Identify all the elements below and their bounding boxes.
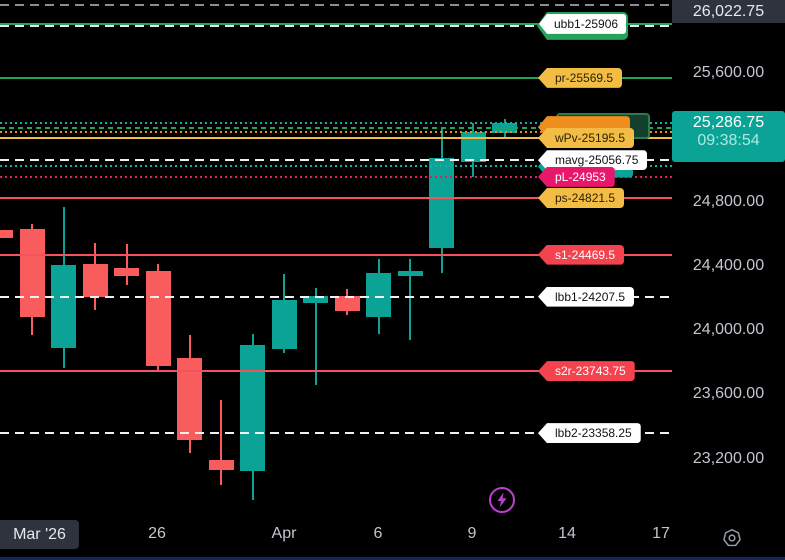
candle-body: [145, 270, 171, 366]
price-axis-tick: 25,600.00: [692, 64, 765, 81]
candle-wick: [409, 259, 411, 340]
level-label[interactable]: pr-25569.5: [538, 67, 623, 88]
price-axis-tick: 24,800.00: [692, 192, 765, 210]
level-label[interactable]: s2r-23743.75: [538, 361, 635, 382]
candle-body: [82, 263, 108, 298]
candle-body: [397, 271, 423, 276]
candle-body: [334, 295, 360, 312]
time-axis[interactable]: Mar '26 26 Apr 6 9 14 17: [0, 515, 785, 560]
candle-body: [208, 459, 234, 470]
candle-body: [114, 267, 139, 276]
level-label[interactable]: lbb2-23358.25: [538, 423, 641, 444]
candle-body: [271, 299, 297, 349]
current-price-value: 25,286.75: [692, 114, 765, 132]
time-axis-tick: 9: [467, 525, 477, 542]
time-axis-tick: Apr: [271, 525, 297, 542]
candle-wick: [314, 288, 317, 386]
price-axis[interactable]: 26,022.75 25,600.00 24,800.00 24,400.00 24,0…: [672, 0, 785, 515]
candle-wick: [125, 244, 128, 286]
candle-body: [303, 295, 328, 304]
level-label[interactable]: wPv-25195.5: [538, 127, 635, 148]
price-axis-tick: 24,400.00: [692, 256, 765, 274]
candle-body: [19, 228, 45, 317]
candle-body: [492, 123, 517, 134]
time-axis-highlight-label: Mar '26: [0, 520, 79, 549]
candle-body: [177, 358, 202, 441]
candle-body: [429, 158, 454, 249]
level-label[interactable]: pL-24953: [538, 166, 615, 187]
candle-wick: [220, 400, 222, 485]
candle-body: [366, 273, 391, 318]
level-label[interactable]: ps-24821.5: [538, 188, 625, 209]
price-axis-tick: 23,200.00: [692, 449, 765, 467]
level-label-text: ubb1-25906: [539, 13, 627, 34]
bar-countdown: 09:38:54: [697, 132, 760, 150]
level-label[interactable]: ubb1-25906: [537, 11, 629, 40]
level-line: [0, 4, 672, 7]
price-axis-tick: 23,600.00: [692, 385, 765, 403]
time-axis-tick: 26: [148, 525, 166, 542]
candle-body: [0, 229, 13, 239]
current-price-label: 25,286.75 09:38:54: [672, 111, 785, 163]
bottom-edge-strip: [0, 557, 785, 560]
candle-body: [240, 344, 265, 472]
time-axis-tick: 6: [373, 525, 383, 542]
price-axis-tick: 24,000.00: [692, 321, 765, 338]
candle-body: [51, 265, 76, 348]
level-label[interactable]: s1-24469.5: [538, 244, 625, 265]
gear-icon[interactable]: [721, 527, 743, 554]
level-label[interactable]: lbb1-24207.5: [538, 286, 635, 307]
time-axis-tick: 17: [652, 525, 670, 542]
lightning-icon[interactable]: [488, 486, 516, 519]
time-axis-tick: 14: [558, 525, 576, 542]
candle-body: [460, 131, 486, 162]
price-axis-top-label: 26,022.75: [672, 0, 785, 23]
